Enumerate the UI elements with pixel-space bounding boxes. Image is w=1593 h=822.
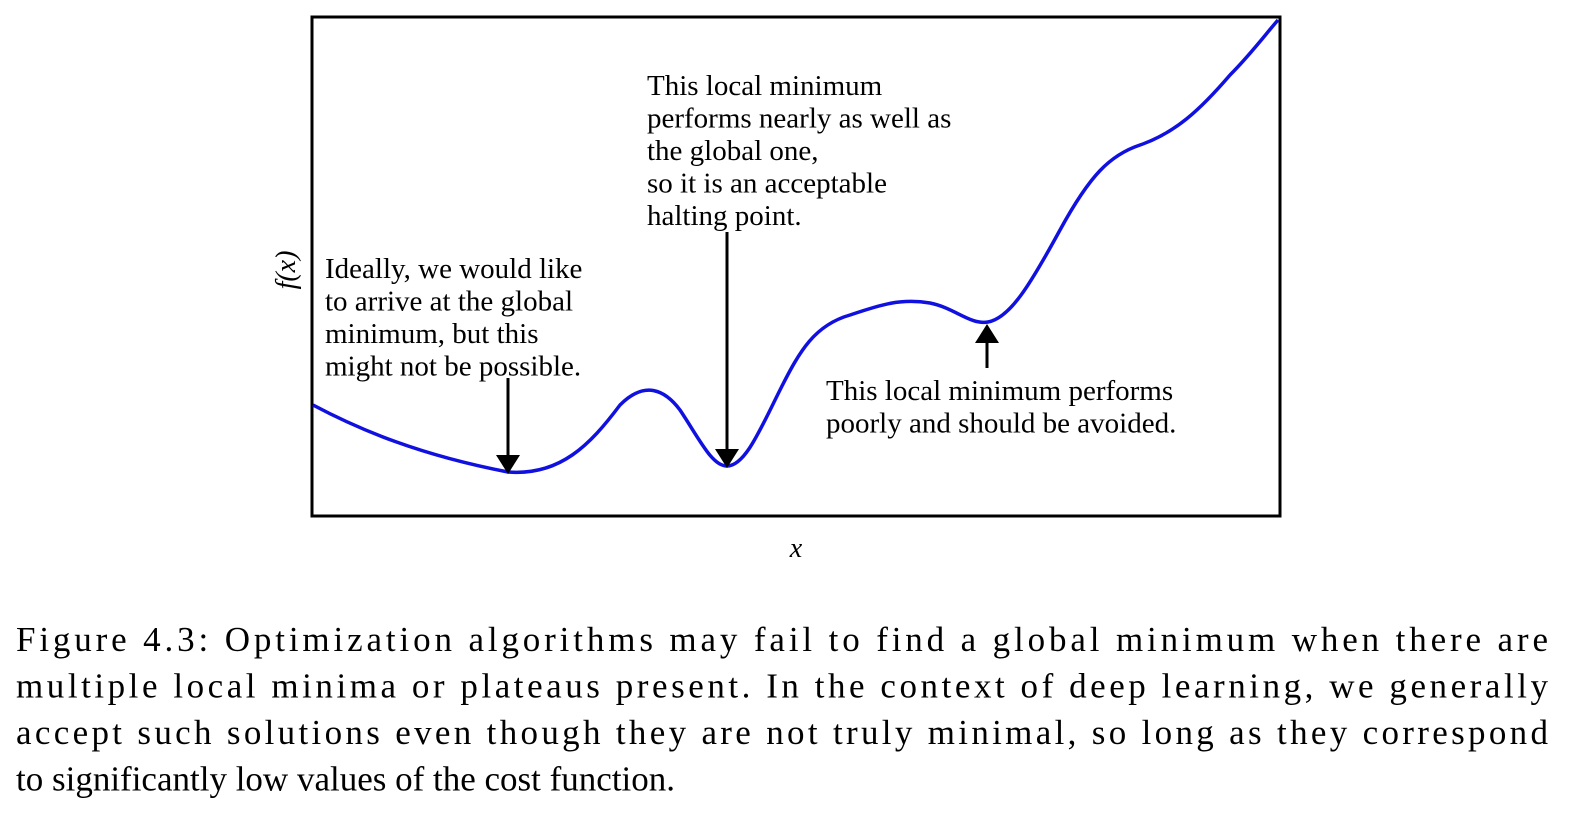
arrowhead	[975, 324, 999, 343]
cost-curve	[312, 18, 1280, 475]
annotation-line: poorly and should be avoided.	[826, 408, 1176, 440]
caption-line: Figure 4.3: Optimization algorithms may …	[16, 620, 1548, 659]
annotation-line: performs nearly as well as	[647, 103, 951, 135]
annotation-line: Ideally, we would like	[325, 253, 582, 285]
plot-frame	[310, 15, 1282, 518]
annotation-line: minimum, but this	[325, 318, 539, 350]
annotation-line: halting point.	[647, 200, 802, 232]
annotation-line: so it is an acceptable	[647, 168, 887, 200]
caption-line: accept such solutions even though they a…	[16, 713, 1549, 752]
annotation-line: This local minimum performs	[826, 375, 1173, 407]
annotation-line: This local minimum	[647, 70, 883, 102]
caption-line: multiple local minima or plateaus presen…	[16, 667, 1549, 706]
annotation-line: the global one,	[647, 135, 819, 167]
y-axis-label: f(x)	[271, 251, 302, 290]
caption-line: to significantly low values of the cost …	[16, 760, 675, 799]
arrowhead	[496, 455, 520, 474]
caption: Figure 4.3: Optimization algorithms may …	[16, 620, 1549, 799]
annotation-line: to arrive at the global	[325, 286, 573, 318]
x-axis-label: x	[789, 533, 803, 564]
arrows	[506, 232, 989, 458]
annotation-line: might not be possible.	[325, 351, 581, 383]
arrowhead	[715, 449, 739, 468]
